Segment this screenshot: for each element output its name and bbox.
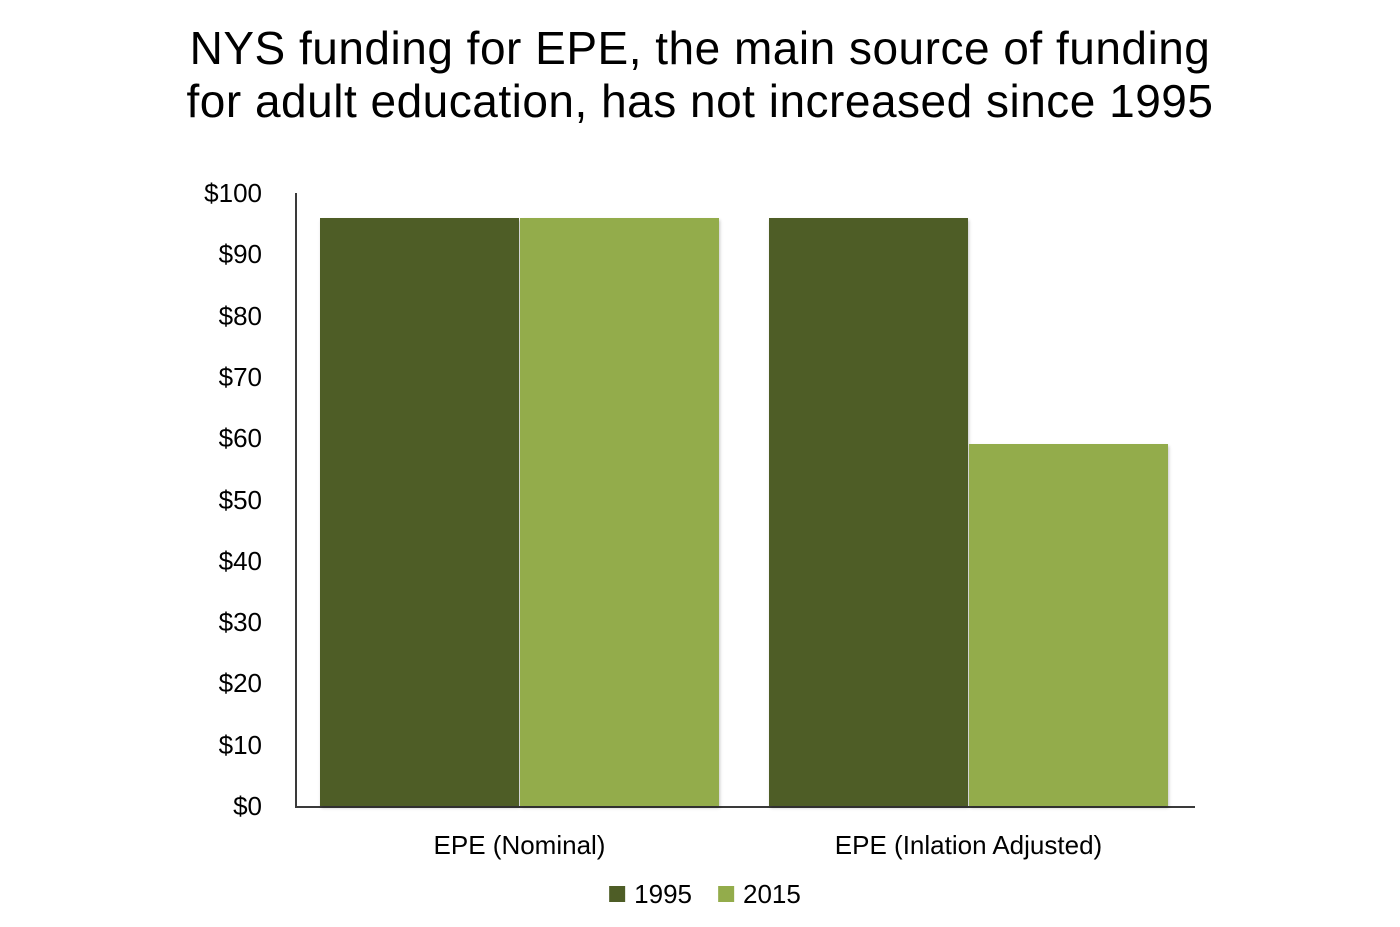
y-axis-tick-label: $60 [218,423,262,454]
y-axis-tick-label: $100 [204,178,262,208]
legend-item-1995: 1995 [609,879,692,909]
bar-2015-epe-nominal [519,217,720,806]
y-axis-tick-label: $0 [233,791,262,821]
legend-label-1995: 1995 [634,879,692,909]
y-axis-tick-label: $80 [218,300,262,331]
y-axis-tick-label: $70 [218,361,262,392]
chart-title: NYS funding for EPE, the main source of … [186,22,1214,127]
legend-swatch-2015 [718,886,734,902]
legend-item-2015: 2015 [718,879,801,909]
y-axis-tick-label: $10 [218,729,262,760]
x-axis-category-label-epe-nominal: EPE (Nominal) [433,830,606,860]
y-axis-tick-label: $90 [218,239,262,270]
y-axis-tick-label: $30 [218,607,262,638]
bar-1995-epe-nominal [319,217,520,806]
y-axis-tick-label: $20 [218,668,262,699]
bar-1995-epe-inlation-adjusted [768,217,969,806]
legend-label-2015: 2015 [743,879,801,909]
legend: 1995 2015 [609,879,801,909]
y-axis-tick-label: $50 [218,484,262,515]
x-axis-category-label-epe-inlation-adjusted: EPE (Inlation Adjusted) [834,830,1103,860]
legend-swatch-1995 [609,886,626,902]
bar-2015-epe-inlation-adjusted [968,444,1169,806]
y-axis-tick-label: $40 [218,545,262,576]
plot-area [295,193,1195,808]
